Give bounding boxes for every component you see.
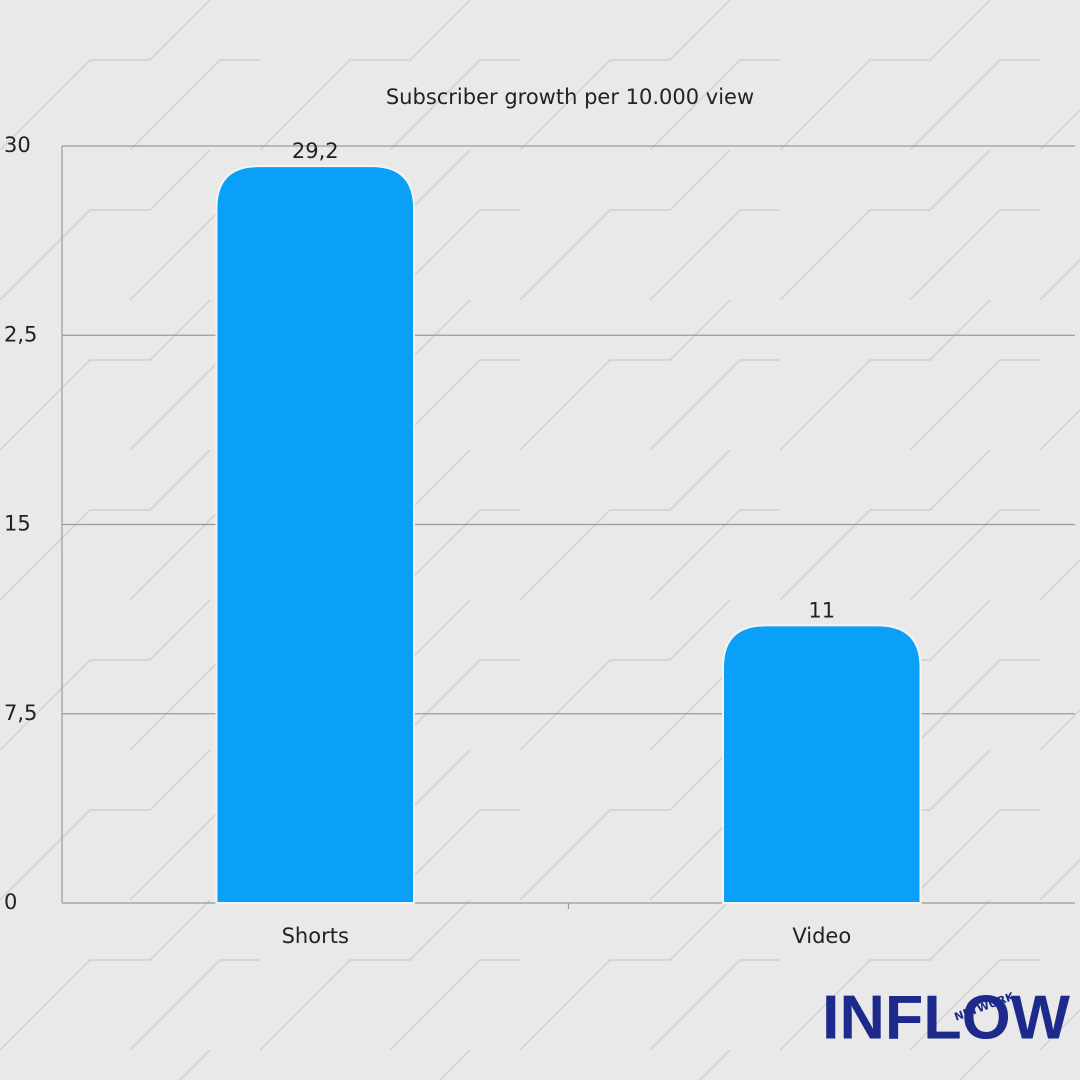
bar (215, 165, 416, 904)
y-tick-label: 15 (4, 512, 31, 536)
brand-name: INFLOW (822, 983, 1070, 1052)
y-tick-label: 7,5 (4, 701, 37, 725)
value-label: 29,2 (292, 139, 339, 163)
logo: INFLOW NETWORK (822, 983, 1070, 1052)
value-label: 11 (808, 598, 835, 622)
chart-title: Subscriber growth per 10.000 view (386, 85, 754, 109)
bar (721, 624, 922, 904)
x-tick-label: Shorts (282, 924, 349, 948)
y-tick-label: 30 (4, 133, 31, 157)
y-tick-label: 2,5 (4, 322, 37, 346)
y-tick-label: 0 (4, 890, 17, 914)
x-tick-label: Video (792, 924, 851, 948)
